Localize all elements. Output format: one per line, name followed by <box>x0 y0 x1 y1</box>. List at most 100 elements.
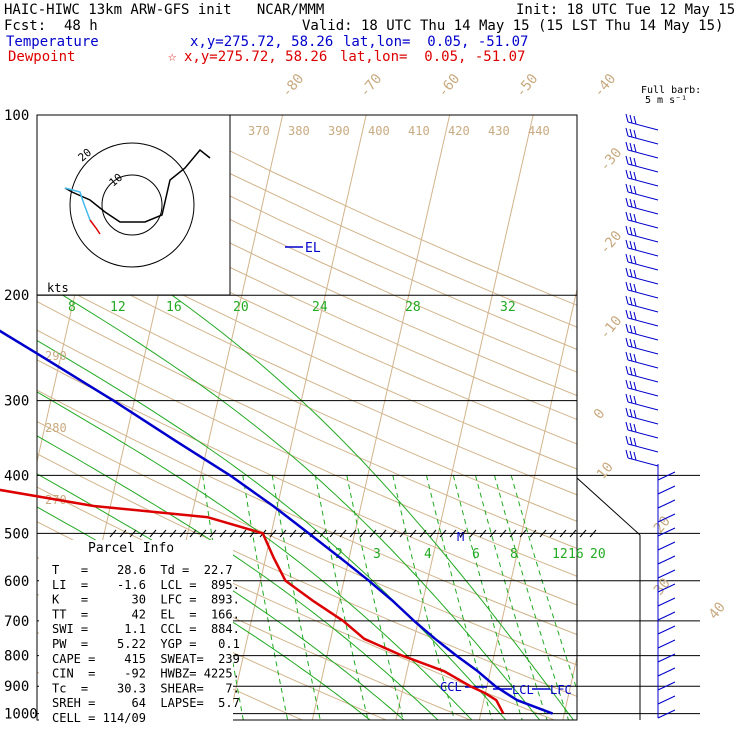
wind-barb-flag <box>629 380 633 390</box>
el-label: EL <box>305 241 321 256</box>
wind-barb <box>625 113 659 131</box>
dewpoint-xy: x,y=275.72, 58.26 <box>184 49 328 65</box>
wind-barb <box>657 534 676 551</box>
mixing-ratio-line <box>271 475 321 720</box>
hatch-mark <box>289 529 297 538</box>
hatch-mark <box>239 529 247 538</box>
hatch-mark <box>459 529 467 538</box>
wind-barb-flag <box>633 255 637 265</box>
isotherm-line <box>645 115 740 726</box>
wind-barb-flag <box>657 597 676 607</box>
wind-barb-flag <box>633 395 637 405</box>
mixing-ratio-label: 6 <box>472 547 480 562</box>
moist-adiabat-line <box>37 435 439 720</box>
wind-barb <box>625 435 659 453</box>
wind-barb-shaft <box>627 149 659 159</box>
wind-barb <box>625 197 659 215</box>
wind-barb-flag <box>633 311 637 321</box>
wind-barb-flag <box>625 141 629 151</box>
hatch-mark <box>119 529 127 538</box>
wind-barb-shaft <box>627 457 659 467</box>
hatch-mark <box>419 529 427 538</box>
wind-barb-shaft <box>627 261 659 271</box>
wind-barb-flag <box>633 157 637 167</box>
hatch-mark <box>449 529 457 538</box>
wind-barb-flag <box>629 142 633 152</box>
wind-barb <box>625 281 659 299</box>
wind-barb-flag <box>633 227 637 237</box>
wind-barb-shaft <box>627 387 659 397</box>
parcel-info-box <box>39 540 233 722</box>
wind-barb-flag <box>657 653 676 663</box>
dry-adiabat-line <box>37 389 577 636</box>
wind-barb <box>625 351 659 369</box>
hatch-mark <box>139 529 147 538</box>
dewpoint-latlon: lat,lon= 0.05, -51.07 <box>340 49 526 65</box>
isotherm-tick-label: 10 <box>594 459 617 482</box>
wind-barb-flag <box>657 527 676 537</box>
hatch-mark <box>569 529 577 538</box>
wind-barb-flag <box>657 555 676 565</box>
hatch-mark <box>439 529 447 538</box>
mixing-ratio-line <box>510 475 577 692</box>
wind-barb-flag <box>629 436 633 446</box>
dry-adiabat-line <box>37 453 577 697</box>
pressure-tick-label: 800 <box>4 649 29 665</box>
wind-barb <box>657 618 676 635</box>
wind-barb <box>657 576 676 593</box>
hatch-mark <box>179 529 187 538</box>
hatch-mark <box>109 529 117 538</box>
parcel-info-row: Tc = 30.3 SHEAR= 7. <box>52 681 240 695</box>
mixing-ratio-label: 8 <box>68 300 76 315</box>
hatch-mark <box>519 529 527 538</box>
wind-barb-flag <box>629 338 633 348</box>
wind-barb-flag <box>629 352 633 362</box>
wind-barb-shaft <box>627 275 659 285</box>
hatch-mark <box>209 529 217 538</box>
wind-barb-flag <box>633 325 637 335</box>
wind-barb-shaft <box>627 247 659 257</box>
wind-barb-shaft <box>627 177 659 187</box>
hatch-mark <box>329 529 337 538</box>
wind-barb-flag <box>657 681 676 691</box>
dry-adiabat-line <box>37 168 577 421</box>
wind-barb-flag <box>625 449 629 459</box>
theta-tick-label: 410 <box>408 124 430 138</box>
parcel-info-row: PW = 5.22 YGP = 0.1 <box>52 637 240 651</box>
isotherm-line <box>0 115 32 726</box>
theta-tick-label: 440 <box>528 124 550 138</box>
hatch-mark <box>349 529 357 538</box>
wind-barb <box>625 379 659 397</box>
model-title: HAIC-HIWC 13km ARW-GFS init NCAR/MMM <box>4 2 325 18</box>
wind-barb-flag <box>633 451 637 461</box>
wind-barb <box>625 225 659 243</box>
wind-barb-flag <box>633 171 637 181</box>
wind-barb-flag <box>625 421 629 431</box>
wind-barb-flag <box>625 169 629 179</box>
parcel-info-row: TT = 42 EL = 166. <box>52 607 240 621</box>
wind-barb <box>625 211 659 229</box>
isotherm-tick-label: -20 <box>597 228 626 258</box>
hodograph-ring <box>69 142 195 268</box>
wind-barb <box>657 464 676 481</box>
wind-barb-flag <box>633 339 637 349</box>
wind-barb <box>657 548 676 565</box>
mixing-ratio-line <box>494 475 570 720</box>
wind-barb-flag <box>629 324 633 334</box>
theta-tick-label: 390 <box>328 124 350 138</box>
wind-barb-flag <box>625 225 629 235</box>
wind-barb-flag <box>629 226 633 236</box>
isotherm-tick-label: -10 <box>597 313 626 343</box>
wind-barb-flag <box>629 114 633 124</box>
wind-barb-flag <box>633 409 637 419</box>
wind-barb <box>625 169 659 187</box>
theta-tick-label: 290 <box>45 349 67 363</box>
theta-tick-label: 280 <box>45 421 67 435</box>
isotherm-tick-label: -30 <box>597 145 626 175</box>
isotherm-tick-label: 30 <box>651 575 674 598</box>
dry-adiabat-line <box>156 115 577 306</box>
pressure-tick-label: 500 <box>4 526 29 542</box>
hatch-mark <box>539 529 547 538</box>
wind-barb <box>657 492 676 509</box>
